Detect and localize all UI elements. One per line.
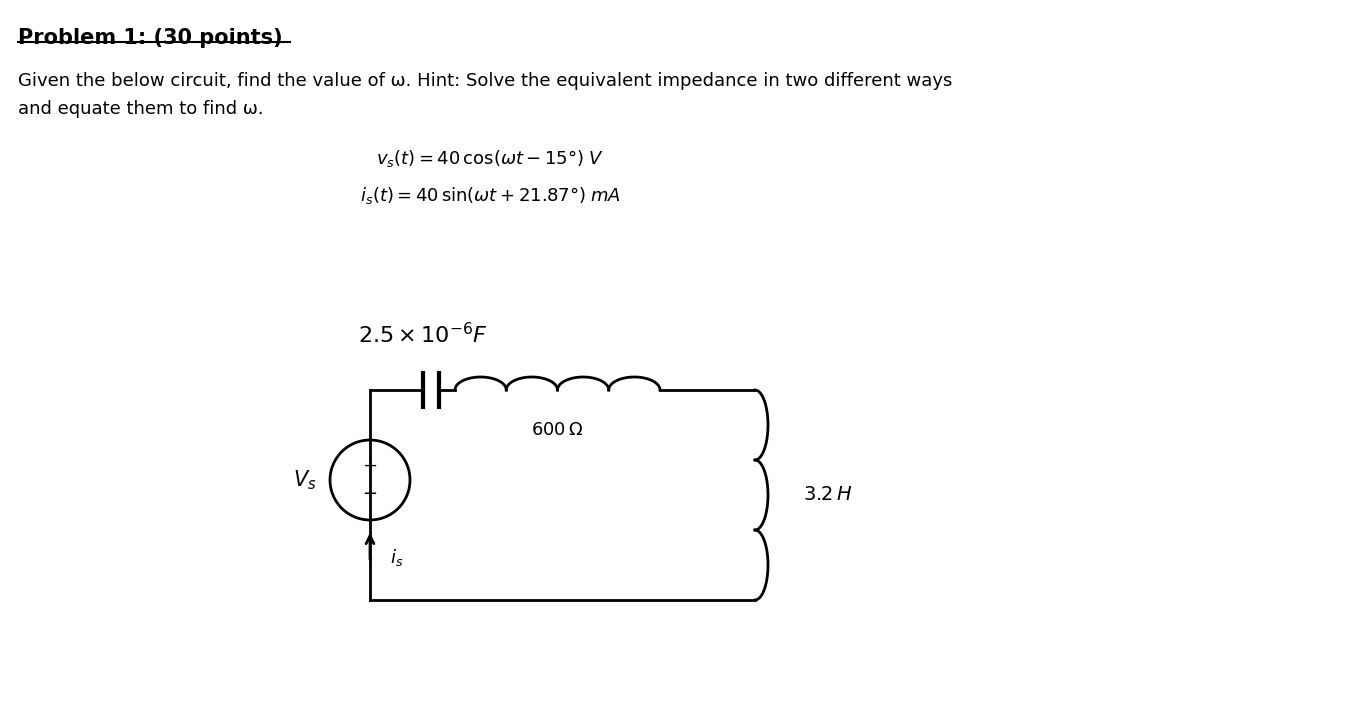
Text: $2.5\times10^{-6}F$: $2.5\times10^{-6}F$ <box>358 323 488 347</box>
Text: +: + <box>363 457 378 475</box>
Text: $V_s$: $V_s$ <box>293 468 317 492</box>
Text: and equate them to find ω.: and equate them to find ω. <box>18 100 264 118</box>
Text: $v_s(t) = 40\,\cos(\omega t - 15°)\;V$: $v_s(t) = 40\,\cos(\omega t - 15°)\;V$ <box>377 148 604 169</box>
Text: Problem 1: (30 points): Problem 1: (30 points) <box>18 28 283 48</box>
Text: $600\,\Omega$: $600\,\Omega$ <box>531 421 584 439</box>
Text: $i_s$: $i_s$ <box>390 546 404 567</box>
Text: $i_s(t) = 40\,\sin(\omega t + 21.87°)\;mA$: $i_s(t) = 40\,\sin(\omega t + 21.87°)\;m… <box>359 185 621 206</box>
Text: −: − <box>362 485 378 503</box>
Text: $3.2\,H$: $3.2\,H$ <box>804 486 852 505</box>
Text: Given the below circuit, find the value of ω. Hint: Solve the equivalent impedan: Given the below circuit, find the value … <box>18 72 953 90</box>
